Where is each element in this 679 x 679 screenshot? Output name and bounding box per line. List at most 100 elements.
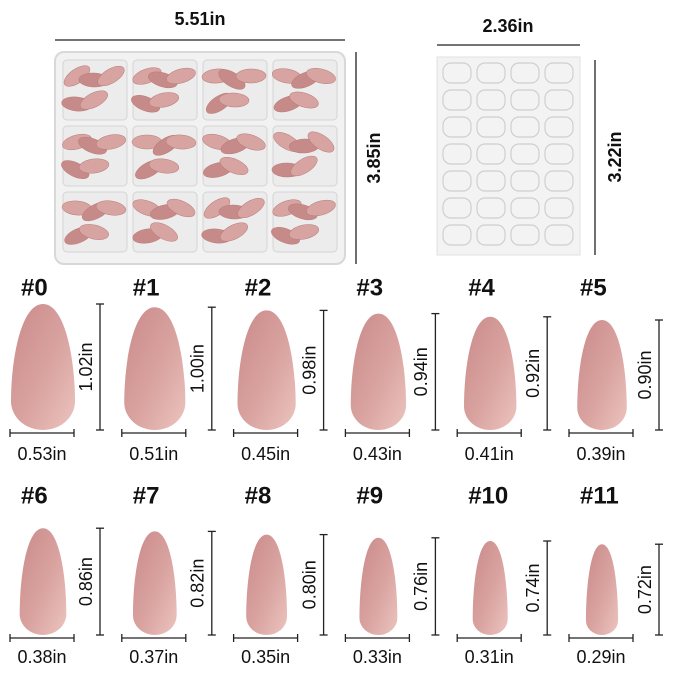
nail-tip (150, 222, 178, 242)
nail-tip (95, 200, 127, 216)
nail-tip (149, 92, 179, 108)
nail (464, 316, 517, 431)
nail-tip (236, 133, 266, 151)
nail-tip (218, 69, 246, 90)
nail-length: 0.86in (76, 557, 96, 606)
nail-length: 0.90in (635, 350, 655, 399)
nail-tip (61, 160, 90, 179)
sticker (544, 197, 574, 219)
sticker (544, 224, 574, 246)
sticker (442, 62, 472, 84)
box-height: 3.85in (364, 132, 384, 183)
sticker (510, 62, 540, 84)
nail-width: 0.51in (129, 444, 178, 464)
nail-tip (97, 65, 125, 87)
sticker (476, 116, 506, 138)
sticker (476, 62, 506, 84)
nail (359, 537, 398, 635)
nail (237, 310, 296, 430)
sticker (544, 143, 574, 165)
sheet-height: 3.22in (605, 131, 625, 182)
nail-width: 0.37in (129, 647, 178, 667)
nail-size: #2 (245, 274, 272, 301)
nail-size: #9 (356, 482, 383, 509)
box-width: 5.51in (174, 9, 225, 29)
nail-size: #11 (580, 482, 619, 509)
nail-length: 0.80in (299, 560, 319, 609)
nail-tip (237, 197, 265, 219)
nail-tip (166, 198, 196, 218)
nail-size: #4 (468, 274, 495, 301)
sheet-width: 2.36in (482, 16, 533, 36)
nail-tip (78, 136, 107, 155)
nail-size: #10 (468, 482, 508, 509)
sticker (442, 197, 472, 219)
nail-width: 0.43in (353, 444, 402, 464)
nail-tip (290, 155, 318, 177)
nail-size: #3 (356, 274, 383, 301)
sticker (476, 143, 506, 165)
nail-tip (219, 157, 249, 175)
sticker (544, 170, 574, 192)
nail (246, 534, 287, 636)
sticker (510, 224, 540, 246)
nail (577, 320, 627, 430)
nail (19, 528, 67, 635)
sticker (442, 224, 472, 246)
nail-length: 0.94in (411, 347, 431, 396)
nail-tip (165, 134, 197, 150)
nail-tip (306, 68, 336, 84)
nail-size: #7 (133, 482, 160, 509)
sticker (510, 89, 540, 111)
nail-width: 0.35in (241, 647, 290, 667)
nail-length: 0.72in (635, 565, 655, 614)
nail-tip (80, 90, 108, 110)
nail-width: 0.31in (465, 647, 514, 667)
nail-tip (95, 134, 127, 150)
nail-tip (289, 224, 319, 240)
nail-width: 0.39in (576, 444, 625, 464)
sticker (476, 197, 506, 219)
nail-box (54, 51, 346, 265)
nail-tip (148, 158, 180, 174)
nail-width: 0.38in (17, 647, 66, 667)
nail-length: 0.98in (299, 346, 319, 395)
nail-size: #6 (21, 482, 48, 509)
nail (350, 313, 407, 430)
nail (11, 304, 75, 430)
sticker (476, 170, 506, 192)
nail-size: #8 (245, 482, 272, 509)
nail (472, 541, 508, 636)
nail-size: #1 (133, 274, 160, 301)
nail-length: 0.74in (523, 563, 543, 612)
sticker (544, 89, 574, 111)
nail-width: 0.33in (353, 647, 402, 667)
nail-width: 0.45in (241, 444, 290, 464)
nail-width: 0.29in (576, 647, 625, 667)
nail-tip (235, 68, 267, 84)
nail-size: #0 (21, 274, 48, 301)
sticker (510, 143, 540, 165)
sticker (510, 116, 540, 138)
nail-width: 0.41in (465, 444, 514, 464)
nail-length: 0.82in (188, 559, 208, 608)
sticker (510, 170, 540, 192)
nail-tip (220, 222, 248, 242)
nail-size: #5 (580, 274, 607, 301)
nail-tip (306, 199, 336, 217)
sticker (510, 197, 540, 219)
sticker (442, 89, 472, 111)
nail-tip (307, 131, 335, 153)
nail-length: 1.00in (188, 344, 208, 393)
sticker (476, 89, 506, 111)
nail (124, 307, 186, 430)
nail-length: 0.76in (411, 562, 431, 611)
nail-tip (79, 224, 109, 240)
nail-tip (78, 158, 110, 174)
nail-length: 0.92in (523, 349, 543, 398)
sticker (476, 224, 506, 246)
sticker (442, 143, 472, 165)
sticker (442, 116, 472, 138)
nail-tip (289, 91, 319, 109)
